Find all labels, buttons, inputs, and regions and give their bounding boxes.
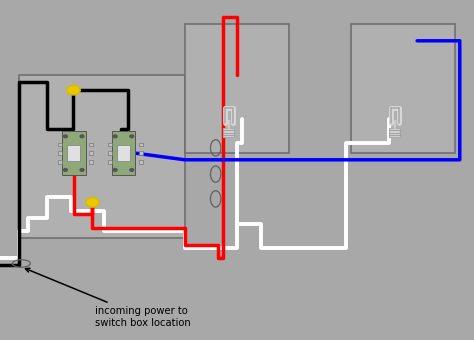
Text: incoming power to
switch box location: incoming power to switch box location xyxy=(26,268,191,328)
Bar xyxy=(351,24,455,153)
Bar xyxy=(185,24,289,153)
Bar xyxy=(389,128,400,137)
Bar xyxy=(139,151,143,155)
Bar xyxy=(108,142,111,146)
Circle shape xyxy=(80,169,84,171)
Bar xyxy=(139,160,143,164)
Bar xyxy=(67,146,80,161)
Bar xyxy=(58,151,62,155)
Circle shape xyxy=(64,169,67,171)
Bar xyxy=(89,151,93,155)
Bar xyxy=(62,131,85,175)
Circle shape xyxy=(64,135,67,138)
Circle shape xyxy=(86,198,99,207)
Bar xyxy=(111,131,136,175)
Bar xyxy=(58,160,62,164)
Bar xyxy=(139,142,143,146)
Bar xyxy=(223,128,234,137)
Bar xyxy=(108,160,111,164)
Bar xyxy=(58,142,62,146)
Bar xyxy=(19,75,185,238)
Bar xyxy=(108,151,111,155)
Bar xyxy=(89,142,93,146)
Bar xyxy=(89,160,93,164)
Bar xyxy=(117,146,130,161)
Circle shape xyxy=(80,135,84,138)
Circle shape xyxy=(130,169,134,171)
Circle shape xyxy=(113,135,117,138)
Circle shape xyxy=(130,135,134,138)
Circle shape xyxy=(67,85,80,95)
Circle shape xyxy=(113,169,117,171)
